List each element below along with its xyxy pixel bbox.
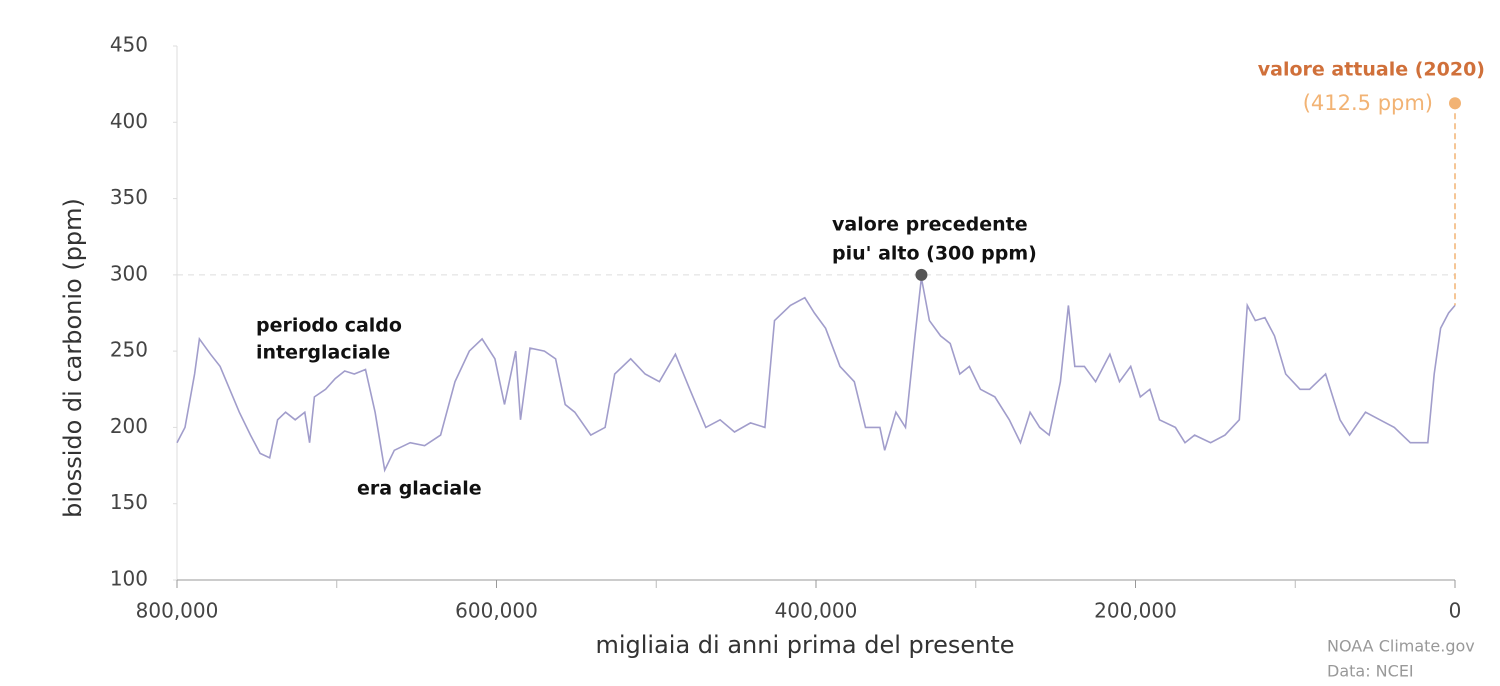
x-tick-label: 600,000	[455, 599, 538, 623]
annotation: periodo caldo	[256, 315, 402, 337]
source: NOAA Climate.gov	[1327, 637, 1475, 656]
x-axis-label: migliaia di anni prima del presente	[595, 631, 1014, 659]
value-label: (412.5 ppm)	[1303, 91, 1433, 115]
previous-high-dot	[915, 268, 928, 281]
y-tick-label: 450	[110, 33, 148, 57]
x-tick-label: 200,000	[1094, 599, 1177, 623]
y-tick-label: 250	[110, 338, 148, 362]
y-tick-label: 150	[110, 490, 148, 514]
y-tick-label: 350	[110, 185, 148, 209]
x-tick-label: 400,000	[775, 599, 858, 623]
annotation: interglaciale	[256, 342, 390, 364]
source: Data: NCEI	[1327, 662, 1414, 681]
y-tick-label: 200	[110, 414, 148, 438]
y-tick-label: 300	[110, 261, 148, 285]
current-dot	[1449, 97, 1461, 110]
annotation: valore attuale (2020)	[1258, 59, 1485, 81]
x-tick-label: 0	[1449, 599, 1462, 623]
y-tick-label: 400	[110, 109, 148, 133]
x-tick-label: 800,000	[136, 599, 219, 623]
annotation: piu' alto (300 ppm)	[832, 243, 1037, 265]
annotation: era glaciale	[357, 478, 482, 500]
data-line	[176, 277, 1456, 473]
y-axis-label: biossido di carbonio (ppm)	[59, 198, 87, 518]
annotation: valore precedente	[832, 214, 1028, 236]
y-tick-label: 100	[110, 567, 148, 591]
